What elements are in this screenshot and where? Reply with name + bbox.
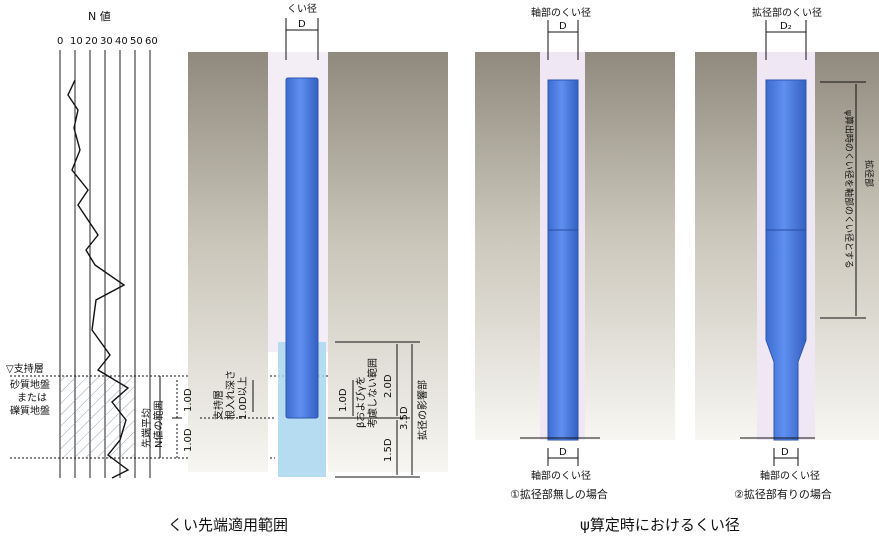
n-value-title: N 値: [88, 10, 111, 23]
case1-bottom-label: 軸部のくい径: [531, 469, 591, 482]
case2-bottom-label: 軸部のくい径: [760, 469, 820, 482]
case2-top-label: 拡径部のくい径: [752, 6, 822, 19]
n-value-curve: [67, 79, 130, 479]
bearing-layer-hatch: [60, 376, 135, 458]
case2-title: ②拡径部有りの場合: [734, 487, 832, 501]
two-d: 2.0D: [383, 374, 394, 398]
beta-note-1: βおよびγを: [355, 376, 367, 428]
pile-left: [285, 77, 319, 419]
n-tick-50: 50: [130, 36, 143, 47]
vertical-note-1: ψ算出時のくい径を軸部のくい径とする: [843, 110, 855, 269]
embed-depth-3: 1.0D以上: [237, 376, 249, 420]
right-caption: ψ算定時におけるくい径: [580, 516, 740, 534]
soil-type-line1: 砂質地盤: [10, 378, 50, 391]
pile-diameter-label: くい径: [287, 2, 317, 15]
soil-case1-a: [475, 52, 540, 440]
n-tick-30: 30: [100, 36, 113, 47]
one-five-d: 1.5D: [383, 438, 394, 462]
soil-labels: ▽支持層 砂質地盤 または 礫質地盤: [6, 362, 50, 417]
soil-left-a: [188, 52, 268, 472]
tip-influence: 拡径の影響部: [416, 380, 429, 440]
one-d-upper: 1.0D: [183, 388, 194, 412]
soil-case2-b: [815, 52, 879, 440]
n-tick-40: 40: [115, 36, 128, 47]
avg-n-range-2: N値の範囲: [152, 401, 165, 448]
avg-n-range-1: 先端平均: [140, 408, 153, 448]
n-tick-0: 0: [57, 36, 63, 47]
case1-top-D: D: [559, 21, 567, 32]
left-pile-section: くい径 D: [188, 2, 448, 477]
n-tick-10: 10: [70, 36, 83, 47]
embed-depth-1: 支持層: [212, 390, 225, 420]
embed-depth-2: 根入れ深さ: [224, 370, 237, 420]
soil-type-line2: または: [17, 392, 47, 404]
case1-title: ①拡径部無しの場合: [510, 487, 608, 501]
beta-note-2: 考慮しない範囲: [366, 358, 379, 428]
n-tick-60: 60: [145, 36, 158, 47]
soil-case1-b: [585, 52, 675, 440]
left-dimension-text: 先端平均 N値の範囲 1.0D 1.0D 支持層 根入れ深さ 1.0D以上 1.…: [140, 358, 429, 462]
one-d-beta: 1.0D: [338, 388, 349, 412]
case2-section: 拡径部のくい径 D₂ D 軸部のくい径 ②拡径部有りの場合 ψ算出時のくい径を軸…: [695, 6, 879, 501]
soil-left-b: [328, 52, 448, 472]
pile-D: D: [298, 19, 306, 30]
pile-case1: [547, 79, 579, 441]
left-dimensions: [159, 341, 420, 478]
support-layer-label: ▽支持層: [6, 362, 44, 375]
n-value-ticks: 0 10 20 30 40 50 60: [57, 36, 158, 47]
vertical-note-2: 拡径部: [863, 160, 875, 187]
one-d-lower: 1.0D: [183, 428, 194, 452]
case1-section: 軸部のくい径 D D 軸部のくい径 ①拡径部無しの場合: [475, 6, 675, 501]
case2-bottom-D: D: [781, 447, 789, 458]
soil-type-line3: 礫質地盤: [10, 404, 50, 417]
n-tick-20: 20: [85, 36, 98, 47]
case2-top-D2: D₂: [780, 21, 792, 32]
n-value-log: N 値 0 10 20 30 40 50 60: [57, 10, 158, 479]
soil-case2-a: [695, 52, 757, 440]
case1-bottom-D: D: [559, 447, 567, 458]
case1-top-label: 軸部のくい径: [531, 6, 591, 19]
left-caption: くい先端適用範囲: [168, 516, 289, 534]
three-five-d: 3.5D: [399, 406, 410, 430]
pile-case2: [765, 79, 807, 441]
